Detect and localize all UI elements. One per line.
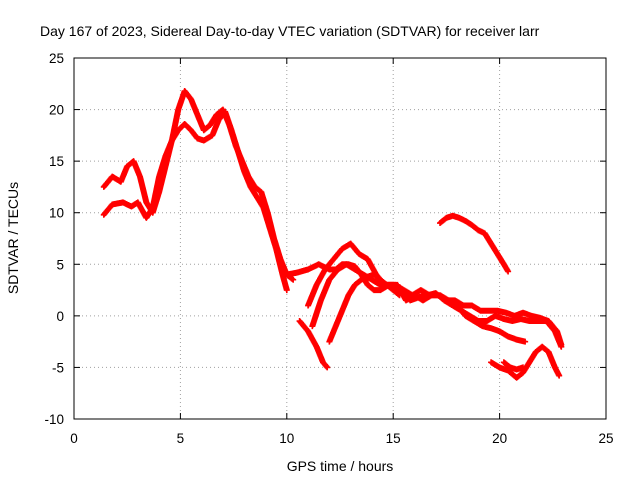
- x-tick-label: 10: [279, 431, 294, 446]
- x-axis-label: GPS time / hours: [287, 458, 394, 474]
- x-axis: 0 5 10 15 20 25: [70, 58, 614, 446]
- y-tick-label: 0: [56, 309, 64, 324]
- y-tick-label: 20: [49, 103, 64, 118]
- series-track-6: [309, 261, 529, 345]
- y-axis-label: SDTVAR / TECUs: [5, 182, 21, 294]
- y-tick-label: -10: [44, 412, 64, 427]
- chart-title: Day 167 of 2023, Sidereal Day-to-day VTE…: [40, 23, 540, 39]
- series-track-9: [488, 343, 563, 381]
- y-tick-label: 10: [49, 206, 64, 221]
- series-track-10: [500, 359, 527, 373]
- marker-path: [500, 359, 527, 373]
- marker-path: [283, 261, 565, 348]
- marker-path: [326, 271, 403, 345]
- y-tick-label: -5: [52, 360, 64, 375]
- x-tick-label: 15: [386, 431, 401, 446]
- series-track-5: [296, 318, 331, 371]
- x-tick-label: 20: [492, 431, 507, 446]
- marker-path: [100, 88, 297, 283]
- data-points: [100, 88, 565, 381]
- series-track-7: [326, 271, 403, 345]
- marker-path: [296, 318, 331, 371]
- y-tick-label: 25: [49, 51, 64, 66]
- y-tick-label: 15: [49, 154, 64, 169]
- series-track-3: [283, 261, 565, 348]
- y-tick-label: 5: [56, 257, 64, 272]
- series-track-8: [437, 212, 512, 275]
- marker-path: [437, 212, 512, 275]
- series-track-2: [100, 88, 297, 283]
- plot-frame: [73, 57, 607, 420]
- marker-path: [488, 343, 563, 381]
- x-tick-label: 5: [177, 431, 185, 446]
- marker-path: [309, 261, 529, 345]
- x-tick-label: 25: [598, 431, 613, 446]
- y-axis: -10 -5 0 5 10 15 20 25: [44, 51, 606, 427]
- x-tick-label: 0: [70, 431, 78, 446]
